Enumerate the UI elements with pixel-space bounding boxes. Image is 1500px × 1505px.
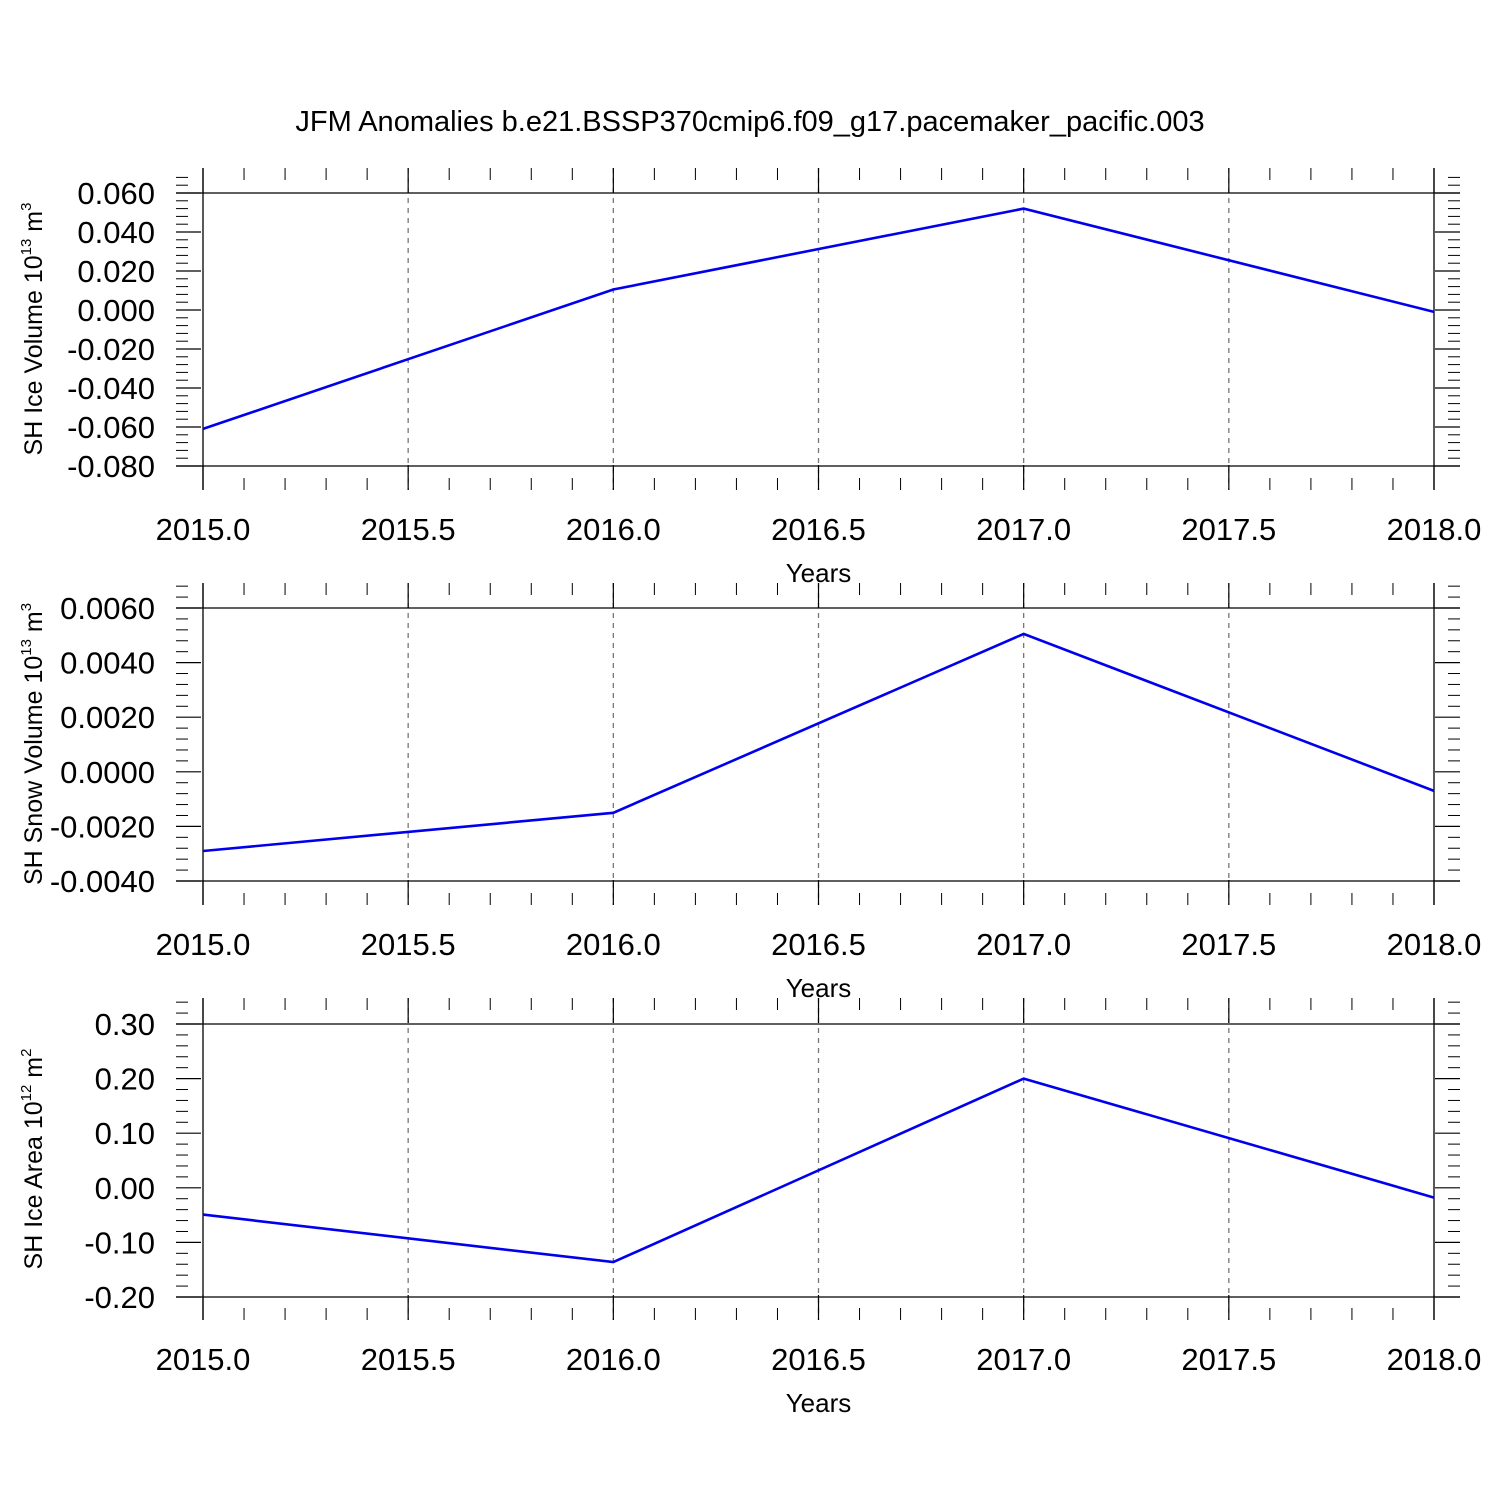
x-tick-label: 2015.5 [361, 927, 456, 962]
y-tick-label: 0.020 [77, 254, 155, 289]
series-line [203, 1079, 1434, 1263]
x-tick-label: 2017.5 [1181, 1342, 1276, 1377]
y-tick-label: 0.30 [95, 1007, 155, 1042]
x-tick-label: 2017.5 [1181, 512, 1276, 547]
y-axis-label-exponent: 13 [18, 239, 35, 256]
x-tick-label: 2016.0 [566, 927, 661, 962]
x-axis-label: Years [786, 1388, 852, 1418]
y-axis-label: SH Ice Volume 1013 m3 [18, 203, 48, 456]
y-axis-label-unit: m [20, 1057, 48, 1085]
y-tick-label: 0.060 [77, 176, 155, 211]
y-tick-label: -0.20 [84, 1280, 155, 1315]
x-tick-label: 2015.0 [156, 927, 251, 962]
x-tick-label: 2017.0 [976, 1342, 1071, 1377]
y-tick-label: -0.020 [67, 332, 155, 367]
y-tick-label: 0.10 [95, 1116, 155, 1151]
x-tick-label: 2016.0 [566, 1342, 661, 1377]
y-axis-label-unit-exponent: 2 [18, 1049, 35, 1057]
y-axis-label-unit-exponent: 3 [18, 603, 35, 611]
x-tick-label: 2016.5 [771, 927, 866, 962]
y-axis-label-prefix: SH Snow Volume 10 [20, 656, 48, 885]
x-tick-label: 2015.0 [156, 512, 251, 547]
panel-2: 2015.0 2015.5 2016.0 2016.5 2017.0 2017.5 2018… [18, 583, 1481, 1003]
y-tick-label: 0.040 [77, 215, 155, 250]
y-tick-label: 0.00 [95, 1171, 155, 1206]
x-tick-label: 2015.5 [361, 1342, 456, 1377]
panel-1: 2015.0 2015.5 2016.0 2016.5 2017.0 2017.5 2018… [18, 168, 1481, 588]
x-tick-label: 2018.0 [1387, 512, 1482, 547]
y-axis-label-unit-exponent: 3 [18, 203, 35, 211]
y-tick-label: 0.0020 [60, 700, 155, 735]
x-tick-label: 2017.5 [1181, 927, 1276, 962]
y-tick-label: -0.040 [67, 371, 155, 406]
y-tick-label: 0.0000 [60, 755, 155, 790]
y-axis-label-unit: m [20, 211, 48, 239]
x-tick-label: 2015.0 [156, 1342, 251, 1377]
y-axis-label-exponent: 12 [18, 1085, 35, 1102]
y-axis-label-unit: m [20, 611, 48, 639]
x-tick-label: 2016.5 [771, 1342, 866, 1377]
y-tick-label: -0.0020 [50, 809, 155, 844]
y-axis-label: SH Ice Area 1012 m2 [18, 1049, 48, 1270]
y-tick-label: -0.10 [84, 1225, 155, 1260]
y-tick-label: 0.000 [77, 293, 155, 328]
y-axis-label-exponent: 13 [18, 639, 35, 656]
y-axis-label-prefix: SH Ice Area 10 [20, 1101, 48, 1269]
y-tick-label: 0.20 [95, 1062, 155, 1097]
y-tick-label: -0.060 [67, 410, 155, 445]
y-tick-label: 0.0040 [60, 646, 155, 681]
x-tick-label: 2017.0 [976, 512, 1071, 547]
x-tick-label: 2017.0 [976, 927, 1071, 962]
x-tick-label: 2016.0 [566, 512, 661, 547]
x-tick-label: 2016.5 [771, 512, 866, 547]
x-tick-label: 2018.0 [1387, 927, 1482, 962]
figure-title: JFM Anomalies b.e21.BSSP370cmip6.f09_g17… [295, 106, 1204, 138]
y-axis-label: SH Snow Volume 1013 m3 [18, 603, 48, 885]
x-tick-label: 2018.0 [1387, 1342, 1482, 1377]
y-tick-label: -0.080 [67, 449, 155, 484]
y-axis-label-prefix: SH Ice Volume 10 [20, 255, 48, 455]
y-tick-label: -0.0040 [50, 864, 155, 899]
panel-3: 2015.0 2015.5 2016.0 2016.5 2017.0 2017.5 2018… [18, 998, 1481, 1418]
y-tick-label: 0.0060 [60, 591, 155, 626]
x-tick-label: 2015.5 [361, 512, 456, 547]
